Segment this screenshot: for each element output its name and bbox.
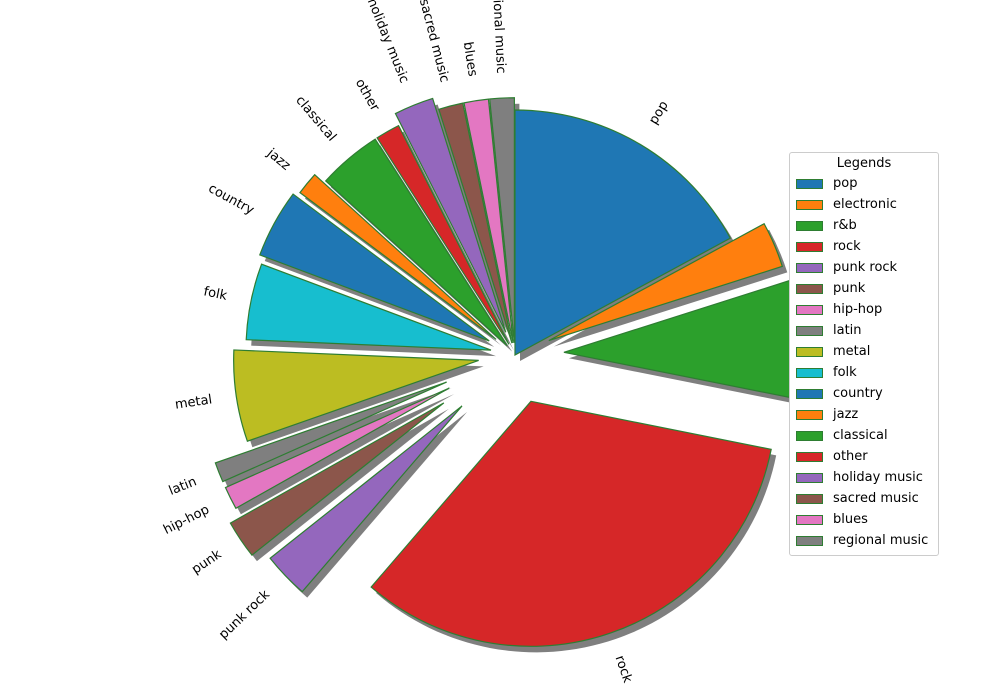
slice-label-latin: latin — [167, 474, 199, 498]
legend-entry-rock: rock — [790, 236, 938, 257]
legend-swatch — [796, 283, 823, 294]
slice-regional-music — [489, 97, 515, 343]
pie-slices — [214, 97, 810, 647]
slice-label-holiday-music: holiday music — [364, 0, 412, 85]
legend-entry-sacred-music: sacred music — [790, 488, 938, 509]
legend-swatch — [796, 325, 823, 336]
slice-blues — [463, 98, 514, 344]
legend-entry-classical: classical — [790, 425, 938, 446]
legend-entry-folk: folk — [790, 362, 938, 383]
slice-label-folk: folk — [202, 284, 229, 304]
legend-label: sacred music — [833, 491, 919, 506]
legend-entry-pop: pop — [790, 173, 938, 194]
slice-punk-rock — [269, 405, 463, 593]
slice-pop — [514, 109, 732, 357]
legend-swatch — [796, 220, 823, 231]
slice-label-rock: rock — [612, 654, 635, 686]
slice-punk — [229, 402, 445, 557]
slice-holiday-music — [394, 97, 507, 333]
slice-label-classical: classical — [292, 93, 339, 144]
legend-swatch — [796, 178, 823, 189]
slice-label-hip-hop: hip-hop — [161, 502, 212, 538]
legend-label: hip-hop — [833, 302, 883, 317]
slice-label-blues: blues — [460, 41, 480, 78]
slice-jazz — [299, 173, 497, 340]
slice-label-punk-rock: punk rock — [216, 587, 273, 643]
legend-entry-holiday-music: holiday music — [790, 467, 938, 488]
legend: Legends pop electronic r&b rock punk rock pun… — [789, 152, 939, 556]
legend-entry-latin: latin — [790, 320, 938, 341]
legend-label: punk rock — [833, 260, 898, 275]
legend-swatch — [796, 304, 823, 315]
legend-title: Legends — [836, 156, 892, 171]
legend-swatch — [796, 430, 823, 441]
legend-label: rock — [833, 239, 861, 254]
legend-label: punk — [833, 281, 866, 296]
legend-swatch — [796, 199, 823, 210]
slice-electronic — [548, 222, 784, 342]
legend-entry-metal: metal — [790, 341, 938, 362]
legend-label: latin — [833, 323, 862, 338]
legend-label: classical — [833, 428, 888, 443]
legend-swatch — [796, 262, 823, 273]
legend-label: electronic — [833, 197, 897, 212]
legend-swatch — [796, 346, 823, 357]
slice-label-country: country — [206, 181, 257, 218]
legend-swatch — [796, 388, 823, 399]
legend-label: metal — [833, 344, 871, 359]
legend-entry-hip-hop: hip-hop — [790, 299, 938, 320]
legend-swatch — [796, 493, 823, 504]
slice-rock — [370, 400, 772, 647]
slice-latin — [214, 381, 447, 483]
legend-entry-punk-rock: punk rock — [790, 257, 938, 278]
legend-entry-randb: r&b — [790, 215, 938, 236]
slice-label-other: other — [352, 76, 383, 114]
legend-entry-blues: blues — [790, 509, 938, 530]
legend-entries: pop electronic r&b rock punk rock punk hip-hop… — [790, 173, 938, 551]
legend-swatch — [796, 535, 823, 546]
legend-swatch — [796, 367, 823, 378]
legend-label: holiday music — [833, 470, 923, 485]
legend-entry-electronic: electronic — [790, 194, 938, 215]
slice-sacred-music — [438, 102, 513, 344]
legend-entry-jazz: jazz — [790, 404, 938, 425]
slice-metal — [233, 349, 479, 442]
slice-country — [258, 193, 490, 342]
slice-folk — [245, 263, 492, 351]
legend-label: country — [833, 386, 883, 401]
slice-label-pop: pop — [646, 99, 671, 128]
legend-label: blues — [833, 512, 868, 527]
legend-label: regional music — [833, 533, 929, 548]
legend-label: folk — [833, 365, 857, 380]
legend-label: pop — [833, 176, 858, 191]
legend-swatch — [796, 472, 823, 483]
legend-entry-country: country — [790, 383, 938, 404]
slice-label-jazz: jazz — [263, 145, 293, 173]
legend-label: other — [833, 449, 868, 464]
slice-other — [376, 124, 510, 345]
legend-swatch — [796, 514, 823, 525]
slice-label-regional-music: regional music — [488, 0, 508, 74]
slice-shadow-hip-hop — [230, 394, 455, 515]
slice-label-metal: metal — [174, 392, 213, 412]
legend-entry-punk: punk — [790, 278, 938, 299]
legend-swatch — [796, 241, 823, 252]
slice-label-sacred-music: sacred music — [416, 0, 452, 84]
legend-entry-other: other — [790, 446, 938, 467]
legend-swatch — [796, 451, 823, 462]
legend-label: jazz — [833, 407, 859, 422]
legend-swatch — [796, 409, 823, 420]
slice-hip-hop — [224, 387, 450, 510]
legend-label: r&b — [833, 218, 857, 233]
legend-entry-regional-music: regional music — [790, 530, 938, 551]
slice-classical — [324, 138, 508, 347]
slice-label-punk: punk — [189, 547, 225, 578]
